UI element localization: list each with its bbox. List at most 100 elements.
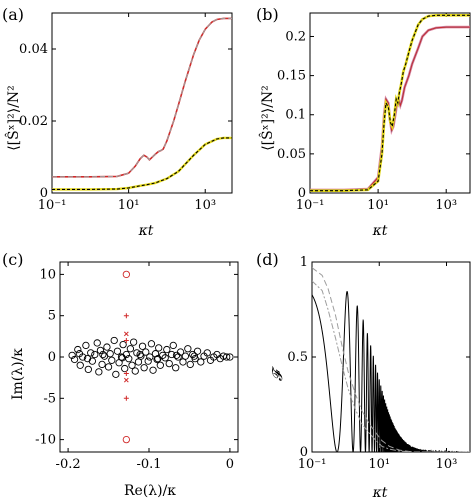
panel-a-series-2	[52, 136, 232, 191]
panel-c-point-0-28	[126, 345, 135, 353]
panel-c-point-0-11	[95, 368, 103, 376]
panel-c-point-0-29	[128, 361, 136, 369]
panel-c-point-0-30	[129, 338, 138, 346]
panel-c-point-0-18	[108, 356, 116, 364]
panel-c-point-0-56	[181, 352, 190, 360]
panel-b-ylabel: ⟨[Ŝˣ]²⟩/N²	[258, 85, 276, 151]
panel-c-point-0-74	[99, 350, 107, 359]
panel-c-point-0-2	[74, 345, 82, 354]
panel-b-xtick-label: 10³	[435, 198, 457, 213]
panel-c-point-0-12	[96, 346, 105, 355]
panel-a-xlabel: κt	[138, 223, 154, 239]
panel-c-ytick-label: -5	[43, 391, 56, 406]
panel-d-ytick-label: 0.5	[287, 350, 308, 365]
panel-c-point-2-1	[123, 395, 129, 401]
panel-c-label: (c)	[2, 250, 23, 269]
panel-d-xtick-label: 10⁻¹	[298, 457, 327, 472]
panel-c-point-0-48	[163, 345, 171, 354]
panel-c-point-2-2	[123, 337, 129, 343]
panel-b-xtick-label: 10⁻¹	[296, 198, 325, 213]
panel-c-point-0-58	[186, 360, 194, 369]
panel-a-plot: 10⁻¹ 10¹ 10³ 0 0.02 0.04	[19, 12, 233, 213]
panel-a-series-0	[52, 17, 232, 178]
panel-c-point-0-24	[119, 340, 127, 349]
panel-c-point-0-5	[82, 341, 90, 350]
panel-b-plot: 10⁻¹ 10¹ 10³ 0 0.05 0.1 0.15 0.2	[277, 12, 471, 213]
panel-b-xtick-label: 10¹	[367, 198, 389, 213]
panel-c-point-0-16	[104, 363, 113, 371]
panel-c-point-0-6	[84, 365, 92, 374]
panel-a-ylabel: ⟨[Ŝˣ]²⟩/N²	[4, 85, 22, 151]
panel-c-xtick-label: -0.2	[56, 457, 81, 472]
panel-b-ytick-label: 0.05	[277, 147, 306, 162]
panel-b-label: (b)	[256, 5, 279, 24]
panel-c-point-0-39	[146, 353, 154, 361]
panel-c-point-0-38	[144, 357, 152, 365]
panel-c-point-0-72	[75, 350, 84, 358]
panel-d-ytick-label: 1	[300, 255, 308, 270]
panel-b-ytick-label: 0.1	[285, 108, 306, 123]
panel-b-ytick-label: 0.15	[277, 69, 306, 84]
panel-c-point-0-57	[184, 345, 192, 353]
panel-c-point-0-51	[169, 341, 177, 350]
panel-c-point-0-47	[161, 354, 169, 362]
panel-c-point-0-64	[203, 349, 211, 357]
panel-a-frame	[51, 12, 233, 194]
panel-c-ytick-label: 10	[39, 267, 56, 282]
panel-c-ylabel: Im(λ)/κ	[10, 348, 26, 400]
panel-c-point-0-9	[91, 350, 99, 359]
panel-a-label: (a)	[2, 5, 24, 24]
panel-c-point-0-0	[68, 351, 76, 359]
panel-d-ylabel: 𝓕	[270, 366, 286, 381]
panel-c-point-0-49	[165, 359, 173, 368]
panel-c-point-0-46	[159, 351, 167, 359]
panel-a-xtick-label: 10¹	[118, 198, 140, 213]
panel-c-point-1-1	[122, 435, 130, 444]
panel-c-point-0-70	[223, 353, 231, 361]
panel-d-label: (d)	[256, 250, 279, 269]
panel-c-xtick-label: 0	[226, 457, 234, 472]
panel-c-point-3-0	[123, 331, 129, 337]
panel-c-point-0-78	[172, 351, 181, 359]
panel-c-ytick-label: -10	[35, 433, 56, 448]
panel-a-series-1	[52, 17, 232, 178]
panel-c-point-0-43	[153, 355, 161, 364]
panel-c-point-0-79	[190, 352, 198, 360]
panel-a-xtick-label: 10⁻¹	[38, 198, 67, 213]
panel-c-point-0-10	[93, 339, 101, 347]
panel-c-point-0-36	[140, 364, 148, 372]
panel-c-point-0-31	[131, 367, 139, 375]
panel-c-point-3-1	[123, 377, 129, 383]
panel-c-point-0-7	[87, 349, 95, 357]
panel-a-ytick-label: 0.02	[19, 114, 48, 129]
panel-b-frame	[309, 12, 471, 194]
panel-d-xtick-label: 10¹	[368, 457, 390, 472]
panel-b-series-3	[310, 14, 470, 192]
panel-c-point-0-76	[136, 350, 144, 359]
panel-c-point-2-3	[123, 371, 129, 377]
panel-c-point-0-52	[172, 364, 180, 372]
panel-a-ytick-label: 0.04	[19, 42, 48, 57]
panel-c-ytick-label: 0	[48, 350, 56, 365]
panel-a-xtick-label: 10³	[194, 198, 216, 213]
panel-b-ytick-label: 0.2	[285, 29, 306, 44]
panel-b-series-0	[310, 25, 470, 192]
panel-c-point-0-62	[197, 358, 205, 366]
panel-c-ytick-label: 5	[48, 309, 56, 324]
panel-c-xtick-label: -0.1	[136, 457, 161, 472]
panel-c-point-1-0	[122, 270, 130, 279]
panel-c-point-0-20	[112, 370, 120, 378]
panel-c-point-0-3	[76, 361, 84, 369]
panel-b-ytick-label: 0	[298, 186, 306, 201]
panel-d: (d) 𝓕 κt 10⁻¹ 10¹ 10³ 0 0.5 1	[256, 250, 471, 501]
panel-c-point-0-21	[113, 347, 122, 355]
panel-c-point-0-19	[110, 336, 118, 345]
panel-d-xtick-label: 10³	[436, 457, 458, 472]
panel-c-point-0-13	[98, 360, 106, 369]
panel-c-point-0-44	[155, 344, 163, 352]
panel-c: (c) Im(λ)/κ Re(λ)/κ -0.2 -0.1 0 -10 -5 0 5 10	[2, 250, 239, 499]
panel-a: (a) ⟨[Ŝˣ]²⟩/N² κt 10⁻¹ 10¹ 10³ 0 0.02 0.04	[2, 5, 233, 239]
panel-c-point-0-77	[154, 355, 162, 363]
panel-c-point-0-71	[226, 353, 234, 361]
panel-c-point-0-73	[83, 355, 92, 363]
